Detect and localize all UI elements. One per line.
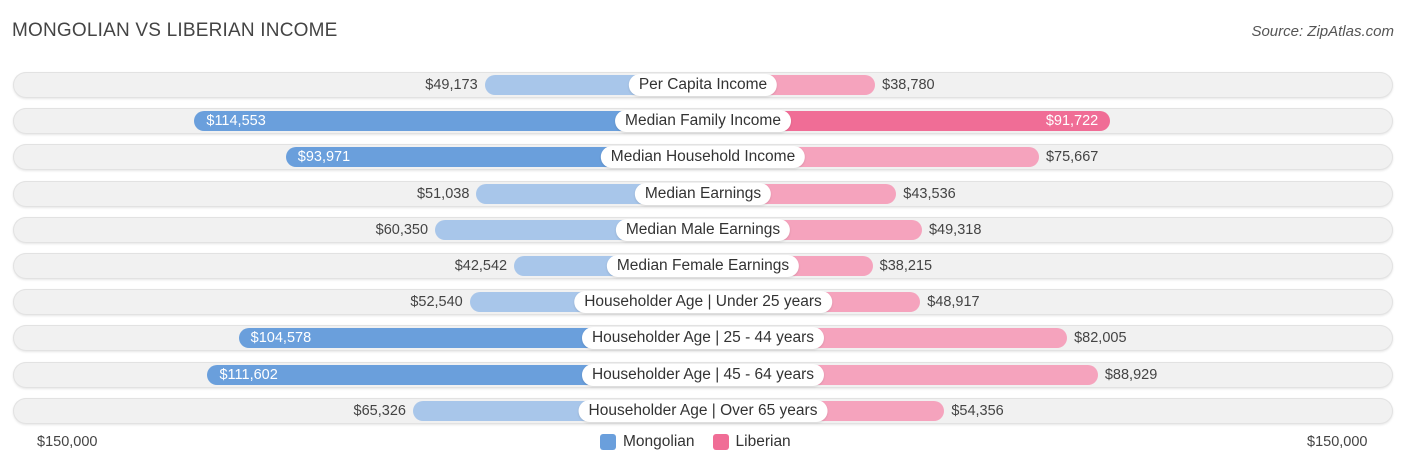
category-label-householder-age-under-25-years: Householder Age | Under 25 years <box>574 291 832 314</box>
value-label-mongolian-householder-age-45-64-years: $111,602 <box>219 366 278 383</box>
legend-swatch-liberian <box>712 434 729 450</box>
category-label-per-capita-income: Per Capita Income <box>628 74 778 96</box>
value-label-liberian-householder-age-25-44-years: $82,005 <box>1074 330 1127 347</box>
legend: Mongolian Liberian <box>600 431 809 453</box>
chart-source: Source: ZipAtlas.com <box>1251 23 1394 40</box>
legend-item-liberian[interactable]: Liberian <box>712 433 791 451</box>
value-label-liberian-householder-age-45-64-years: $88,929 <box>1104 366 1158 383</box>
category-label-median-family-income: Median Family Income <box>615 110 791 133</box>
category-label-median-earnings: Median Earnings <box>634 182 772 205</box>
value-label-liberian-median-earnings: $43,536 <box>903 185 956 202</box>
category-label-median-female-earnings: Median Female Earnings <box>606 255 800 277</box>
category-label-median-male-earnings: Median Male Earnings <box>615 218 791 241</box>
category-label-median-household-income: Median Household Income <box>600 146 806 169</box>
value-label-liberian-median-household-income: $75,667 <box>1045 149 1099 166</box>
axis-label-left: $150,000 <box>37 434 98 450</box>
value-label-liberian-householder-age-over-65-years: $54,356 <box>951 402 1004 419</box>
value-label-mongolian-householder-age-over-65-years: $65,326 <box>353 402 406 419</box>
bar-mongolian-median-household-income[interactable] <box>285 147 703 168</box>
value-label-mongolian-householder-age-under-25-years: $52,540 <box>410 294 463 311</box>
category-label-householder-age-45-64-years: Householder Age | 45 - 64 years <box>581 363 825 386</box>
bar-liberian-median-family-income[interactable] <box>703 111 1111 132</box>
value-label-liberian-median-family-income: $91,722 <box>1045 113 1099 130</box>
legend-label-liberian: Liberian <box>735 433 791 450</box>
value-label-liberian-per-capita-income: $38,780 <box>882 77 935 93</box>
bar-mongolian-householder-age-45-64-years[interactable] <box>207 364 703 385</box>
legend-label-mongolian: Mongolian <box>623 433 695 450</box>
value-label-mongolian-per-capita-income: $49,173 <box>425 77 478 93</box>
value-label-mongolian-median-male-earnings: $60,350 <box>375 221 429 238</box>
bar-mongolian-median-family-income[interactable] <box>194 111 703 132</box>
category-label-householder-age-over-65-years: Householder Age | Over 65 years <box>578 399 828 422</box>
value-label-mongolian-median-female-earnings: $42,542 <box>454 258 508 274</box>
value-label-mongolian-median-household-income: $93,971 <box>297 149 351 166</box>
axis-label-right: $150,000 <box>1307 434 1368 450</box>
legend-item-mongolian[interactable]: Mongolian <box>600 433 695 451</box>
value-label-mongolian-householder-age-25-44-years: $104,578 <box>250 330 312 347</box>
value-label-liberian-householder-age-under-25-years: $48,917 <box>927 294 980 311</box>
chart-title: MONGOLIAN VS LIBERIAN INCOME <box>12 20 338 41</box>
value-label-mongolian-median-earnings: $51,038 <box>416 185 470 202</box>
value-label-liberian-median-female-earnings: $38,215 <box>879 258 933 274</box>
value-label-mongolian-median-family-income: $114,553 <box>206 113 266 130</box>
value-label-liberian-median-male-earnings: $49,318 <box>928 221 982 238</box>
category-label-householder-age-25-44-years: Householder Age | 25 - 44 years <box>581 327 825 350</box>
legend-swatch-mongolian <box>600 434 616 450</box>
